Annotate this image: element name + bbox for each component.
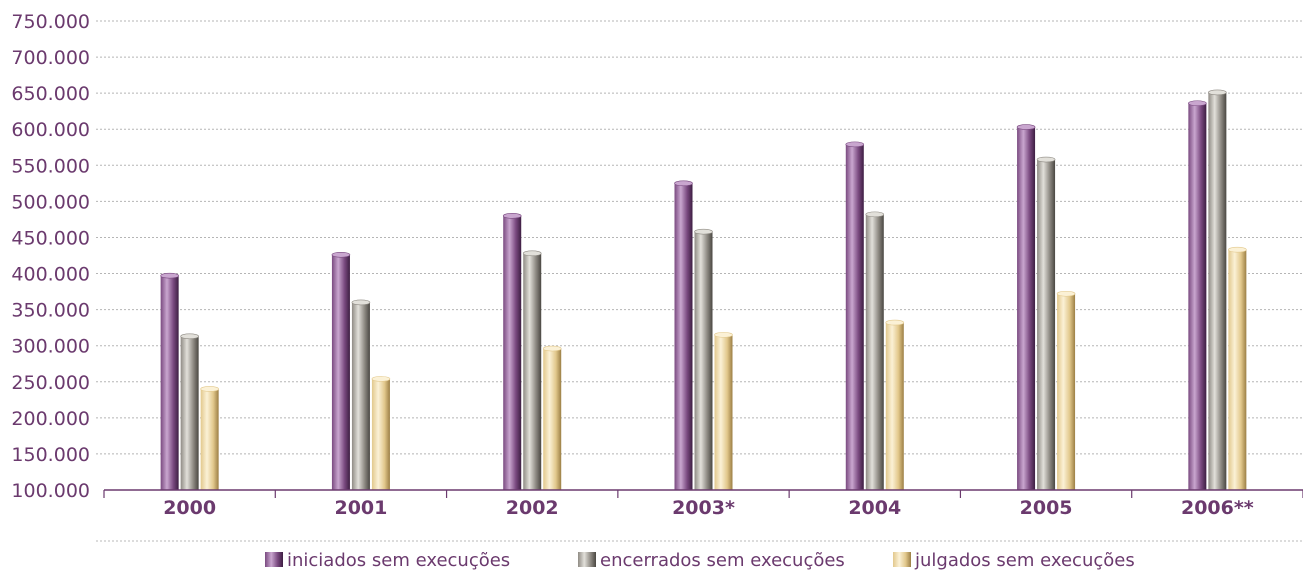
bar-encerrados (865, 211, 885, 490)
legend-swatch (893, 552, 911, 567)
y-tick-label: 350.000 (11, 300, 90, 322)
legend-item-iniciados: iniciados sem execuções (265, 550, 510, 570)
bar-julgados (542, 345, 562, 490)
bar-encerrados (1036, 156, 1056, 490)
bar-encerrados (1208, 89, 1227, 490)
x-axis: 2000 2001 2002 2003* 2004 2005 2006** (103, 489, 1303, 519)
y-tick-label: 100.000 (11, 480, 90, 502)
bar-iniciados (674, 180, 693, 490)
y-tick-label: 200.000 (11, 408, 90, 430)
bar-encerrados (694, 228, 713, 491)
x-tick-label: 2001 (334, 497, 387, 519)
y-tick-label: 700.000 (11, 47, 90, 69)
bar-encerrados (180, 333, 199, 490)
y-axis: 100.000 150.000 200.000 250.000 300.000 350.0… (11, 11, 90, 502)
y-tick-label: 300.000 (11, 336, 90, 358)
y-tick-label: 550.000 (11, 155, 90, 177)
bar-julgados (885, 319, 905, 490)
y-tick-label: 150.000 (11, 444, 90, 466)
legend-swatch (578, 552, 596, 567)
legend-swatch (265, 552, 283, 567)
legend-label: julgados sem execuções (914, 550, 1135, 570)
y-tick-label: 400.000 (11, 264, 90, 286)
legend: iniciados sem execuções encerrados sem ex… (265, 550, 1135, 570)
bar-iniciados (160, 272, 179, 490)
bar-iniciados (502, 213, 522, 491)
bar-iniciados (331, 251, 351, 490)
x-tick-label: 2006** (1181, 497, 1254, 519)
y-tick-label: 750.000 (11, 11, 90, 33)
bar-encerrados (522, 250, 542, 490)
legend-item-encerrados: encerrados sem execuções (578, 550, 845, 570)
x-tick-label: 2003* (672, 497, 735, 519)
y-tick-label: 450.000 (11, 227, 90, 249)
legend-label: encerrados sem execuções (600, 550, 845, 570)
bar-julgados (1228, 246, 1247, 490)
bar-encerrados (351, 299, 371, 490)
bar-iniciados (1016, 124, 1036, 490)
bar-julgados (371, 376, 391, 490)
bar-iniciados (1188, 100, 1207, 491)
bar-julgados (714, 332, 733, 490)
bars (160, 89, 1247, 491)
y-tick-label: 250.000 (11, 372, 90, 394)
y-tick-label: 650.000 (11, 83, 90, 105)
x-tick-label: 2002 (506, 497, 559, 519)
x-tick-label: 2000 (163, 497, 216, 519)
y-tick-label: 500.000 (11, 191, 90, 213)
legend-label: iniciados sem execuções (287, 550, 510, 570)
y-tick-label: 600.000 (11, 119, 90, 141)
bar-julgados (200, 386, 219, 490)
bar-julgados (1056, 290, 1076, 490)
gridlines (96, 20, 1303, 455)
bar-iniciados (845, 141, 865, 491)
x-tick-label: 2005 (1020, 497, 1073, 519)
legend-item-julgados: julgados sem execuções (893, 550, 1135, 570)
x-tick-label: 2004 (848, 497, 901, 519)
